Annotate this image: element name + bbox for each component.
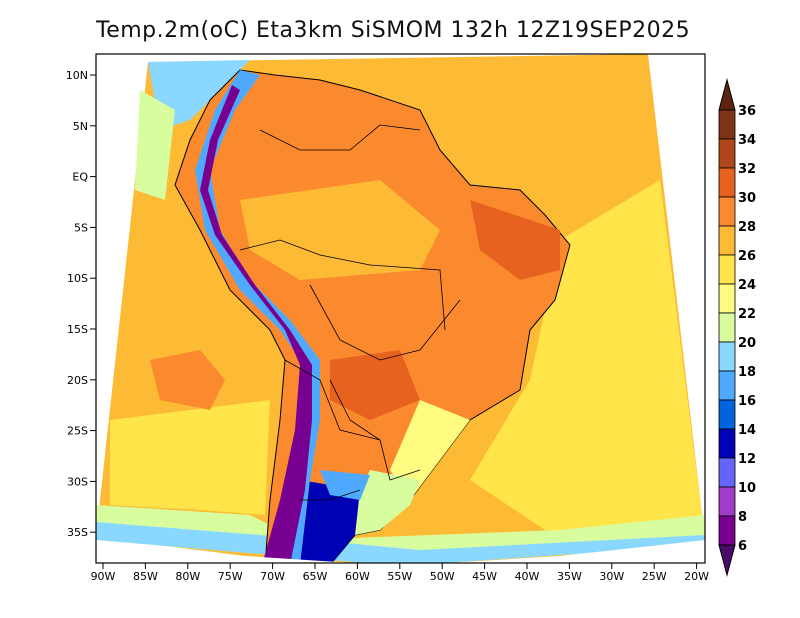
- lon-label: 60W: [345, 570, 370, 583]
- colorbar-over-arrow: [718, 78, 736, 111]
- country-borders: [239, 124, 461, 501]
- lat-label: 5S: [74, 221, 88, 234]
- map-frame: [95, 53, 706, 564]
- colorbar-label: 18: [738, 365, 756, 380]
- south-pacific-warm: [110, 400, 270, 515]
- lon-label: 80W: [175, 570, 200, 583]
- colorbar-label: 28: [738, 220, 756, 235]
- colorbar-segment: [718, 138, 736, 169]
- lon-label: 25W: [642, 570, 667, 583]
- southeast-mild: [390, 400, 470, 500]
- lat-label: 20S: [67, 374, 88, 387]
- lon-label: 75W: [218, 570, 243, 583]
- colorbar-label: 14: [738, 423, 756, 438]
- colorbar-segment: [718, 457, 736, 488]
- lat-label: 5N: [73, 120, 88, 133]
- lat-label: 35S: [67, 526, 88, 539]
- colorbar-segment: [718, 167, 736, 198]
- northeast-hot: [470, 200, 560, 280]
- no-data-region: [96, 540, 705, 563]
- lat-label: 25S: [67, 425, 88, 438]
- lon-label: 35W: [557, 570, 582, 583]
- patagonia-blue: [320, 470, 370, 500]
- lat-label: 30S: [67, 475, 88, 488]
- lat-label: 15S: [67, 323, 88, 336]
- lon-label: 70W: [260, 570, 285, 583]
- colorbar-segment: [718, 399, 736, 430]
- map-field: [96, 54, 705, 563]
- colorbar-segment: [718, 283, 736, 314]
- colorbar-label: 12: [738, 452, 756, 467]
- colorbar-segment: [718, 515, 736, 546]
- pacific-hot-patch: [150, 350, 225, 410]
- colorbar-label: 30: [738, 191, 756, 206]
- latitude-axis: 10N 5N EQ 5S 10S 15S 20S 25S 30S 35S: [66, 69, 96, 539]
- colorbar: 36 34 32 30 28 26 24 22 20 18 16 14 12 10 8 6: [718, 78, 756, 577]
- colorbar-label: 8: [738, 510, 747, 525]
- colorbar-label: 10: [738, 481, 756, 496]
- colorbar-label: 22: [738, 307, 756, 322]
- lon-label: 30W: [599, 570, 624, 583]
- colorbar-segment: [718, 428, 736, 459]
- lon-label: 65W: [303, 570, 328, 583]
- colorbar-segment: [718, 196, 736, 227]
- south-atlantic-warm: [470, 180, 705, 540]
- map-title: Temp.2m(oC) Eta3km SiSMOM 132h 12Z19SEP2…: [96, 18, 691, 43]
- colorbar-label: 6: [738, 539, 747, 554]
- colorbar-under-arrow: [718, 544, 736, 577]
- colorbar-segment: [718, 254, 736, 285]
- lon-label: 85W: [133, 570, 158, 583]
- pacific-nw-green: [135, 90, 175, 200]
- colorbar-segment: [718, 225, 736, 256]
- south-cool: [355, 470, 420, 535]
- lon-label: 90W: [91, 570, 116, 583]
- colorbar-label: 32: [738, 162, 756, 177]
- central-hot: [330, 350, 420, 420]
- colorbar-segment: [718, 370, 736, 401]
- lat-label: EQ: [72, 171, 88, 184]
- colorbar-label: 16: [738, 394, 756, 409]
- colorbar-segment: [718, 341, 736, 372]
- lon-label: 45W: [472, 570, 497, 583]
- longitude-axis: 90W 85W 80W 75W 70W 65W 60W 55W 50W 45W 40W 35W 30W 2…: [91, 563, 709, 583]
- lon-label: 50W: [430, 570, 455, 583]
- lon-label: 20W: [684, 570, 709, 583]
- colorbar-segment: [718, 109, 736, 140]
- amazon-warm: [240, 180, 440, 280]
- colorbar-label: 24: [738, 278, 756, 293]
- lat-label: 10S: [67, 272, 88, 285]
- colorbar-segment: [718, 312, 736, 343]
- colorbar-label: 34: [738, 133, 756, 148]
- colorbar-label: 26: [738, 249, 756, 264]
- south-cold-band: [96, 522, 705, 563]
- colorbar-label: 20: [738, 336, 756, 351]
- lat-label: 10N: [66, 69, 88, 82]
- lon-label: 40W: [515, 570, 540, 583]
- colorbar-segment: [718, 486, 736, 517]
- lon-label: 55W: [387, 570, 412, 583]
- colorbar-label: 36: [738, 104, 756, 119]
